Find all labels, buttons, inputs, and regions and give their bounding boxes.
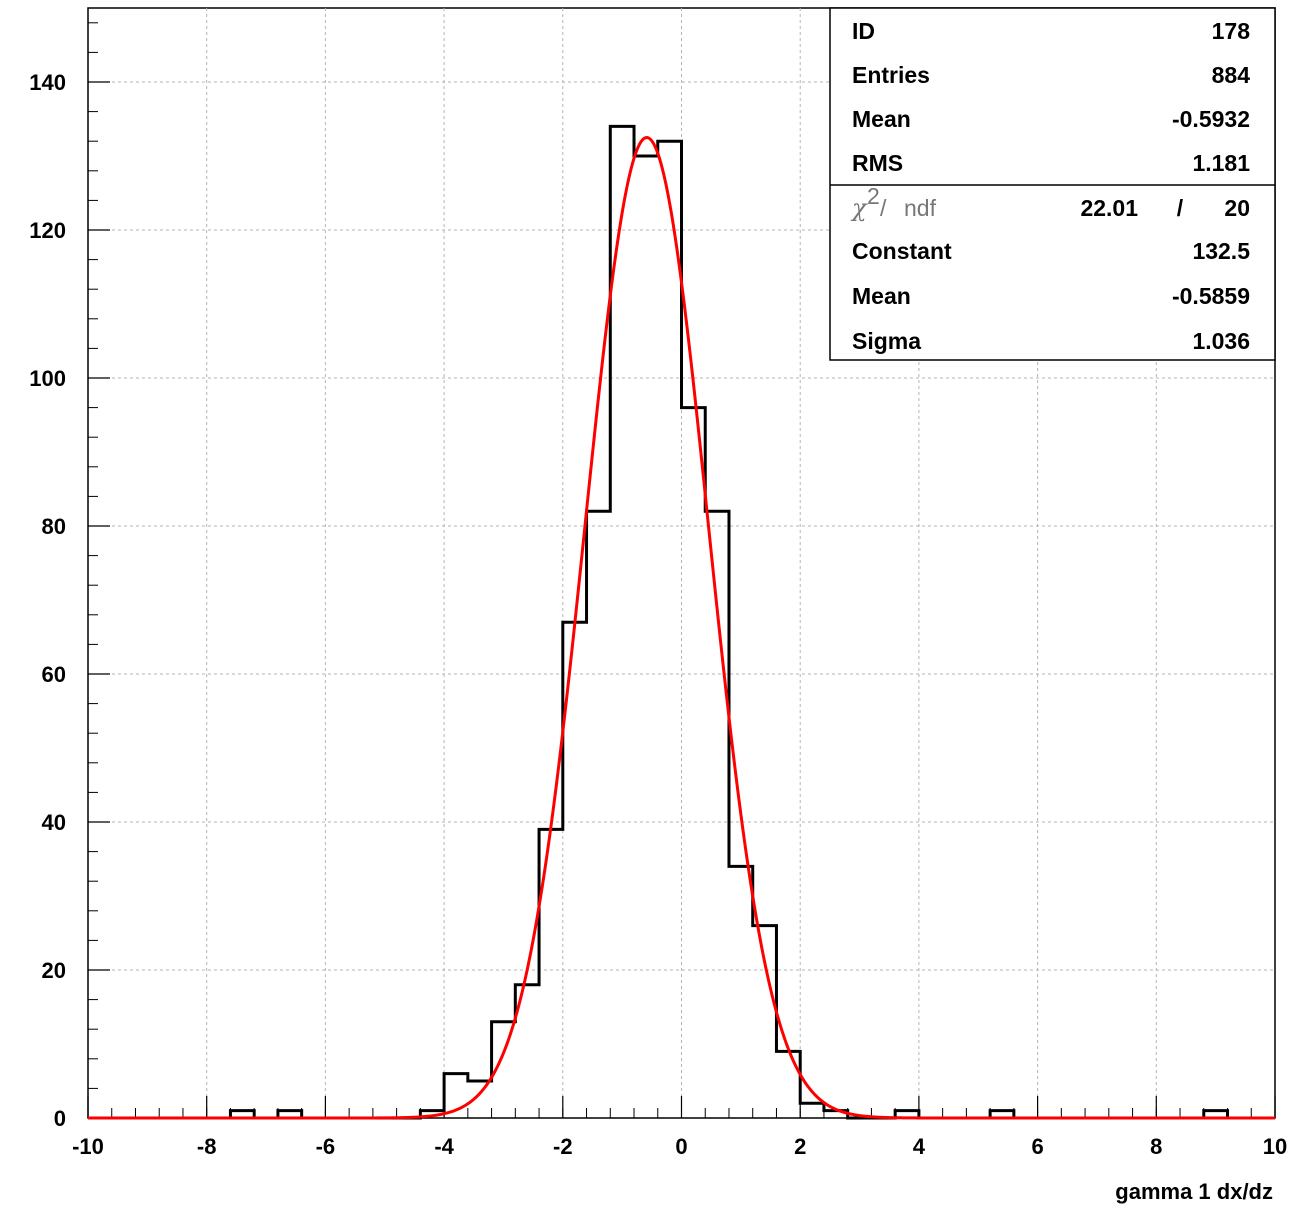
x-tick-labels: -10 -8 -6 -4 -2 0 2 4 6 8 10 bbox=[72, 1134, 1287, 1159]
stats-chi2-slash: / bbox=[880, 195, 887, 221]
stats-label-rms: RMS bbox=[852, 150, 903, 176]
y-tick-labels: 0 20 40 60 80 100 120 140 bbox=[29, 70, 66, 1131]
fit-series bbox=[88, 136, 1275, 1120]
stats-ndf-value: 20 bbox=[1224, 195, 1250, 221]
x-tick-label: -8 bbox=[197, 1134, 217, 1159]
x-axis-title: gamma 1 dx/dz bbox=[1115, 1179, 1273, 1204]
x-tick-label: -4 bbox=[434, 1134, 454, 1159]
stats-chi2-separator: / bbox=[1177, 195, 1184, 221]
x-tick-label: -2 bbox=[553, 1134, 573, 1159]
grid bbox=[88, 8, 1275, 1118]
stats-chi2-value: 22.01 bbox=[1080, 195, 1138, 221]
x-tick-label: 10 bbox=[1263, 1134, 1287, 1159]
gaussian-fit-curve bbox=[88, 136, 1275, 1120]
stats-chi2-symbol: χ bbox=[850, 194, 868, 222]
stats-box: ID 178 Entries 884 Mean -0.5932 RMS 1.18… bbox=[829, 7, 1276, 361]
x-tick-label: -10 bbox=[72, 1134, 104, 1159]
y-tick-label: 80 bbox=[42, 514, 66, 539]
stats-value-mean: -0.5932 bbox=[1172, 106, 1250, 132]
x-tick-label: 8 bbox=[1150, 1134, 1162, 1159]
stats-label-fit-mean: Mean bbox=[852, 283, 911, 309]
stats-value-rms: 1.181 bbox=[1192, 150, 1250, 176]
y-tick-label: 60 bbox=[42, 662, 66, 687]
y-tick-label: 120 bbox=[29, 218, 66, 243]
y-tick-label: 100 bbox=[29, 366, 66, 391]
stats-ndf-label: ndf bbox=[904, 195, 937, 221]
y-tick-label: 40 bbox=[42, 810, 66, 835]
x-tick-label: 2 bbox=[794, 1134, 806, 1159]
y-tick-label: 140 bbox=[29, 70, 66, 95]
x-tick-label: 0 bbox=[675, 1134, 687, 1159]
stats-value-constant: 132.5 bbox=[1192, 238, 1250, 264]
x-tick-label: -6 bbox=[316, 1134, 336, 1159]
stats-label-entries: Entries bbox=[852, 62, 930, 88]
stats-value-id: 178 bbox=[1212, 18, 1251, 44]
stats-chi2-superscript: 2 bbox=[867, 183, 880, 209]
y-tick-label: 20 bbox=[42, 958, 66, 983]
y-tick-label: 0 bbox=[54, 1106, 66, 1131]
stats-label-constant: Constant bbox=[852, 238, 952, 264]
stats-label-sigma: Sigma bbox=[852, 328, 921, 354]
stats-value-fit-mean: -0.5859 bbox=[1172, 283, 1250, 309]
x-tick-label: 6 bbox=[1031, 1134, 1043, 1159]
x-tick-label: 4 bbox=[913, 1134, 926, 1159]
stats-value-entries: 884 bbox=[1212, 62, 1251, 88]
stats-label-mean: Mean bbox=[852, 106, 911, 132]
stats-box-frame bbox=[829, 7, 1276, 361]
stats-label-id: ID bbox=[852, 18, 875, 44]
stats-value-sigma: 1.036 bbox=[1192, 328, 1250, 354]
